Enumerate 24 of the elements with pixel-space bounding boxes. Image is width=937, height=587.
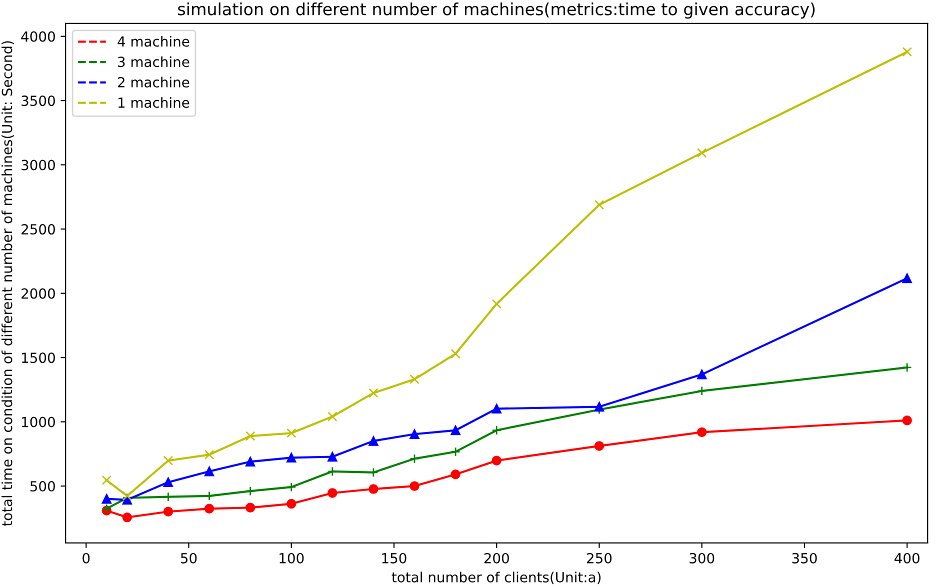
y-tick-label: 3000 — [22, 160, 55, 170]
y-tick-label: 2500 — [22, 224, 55, 235]
x-axis-title: total number of clients(Unit:a) — [392, 572, 601, 584]
legend-label: 2 machine — [118, 76, 190, 88]
y-tick-label: 4000 — [21, 31, 55, 42]
y-tick-label: 1500 — [22, 352, 55, 364]
y-tick-label: 1000 — [22, 416, 55, 428]
x-tick-label: 0 — [82, 552, 90, 564]
y-tick-label: 2000 — [22, 288, 55, 299]
x-tick-label: 200 — [484, 552, 509, 564]
x-tick-label: 350 — [792, 552, 817, 564]
x-tick-label: 50 — [180, 552, 197, 564]
x-tick-label: 150 — [382, 552, 406, 564]
x-tick-label: 400 — [894, 552, 920, 564]
chart-title: simulation on different number of machines(metrics:time to given accuracy) — [178, 2, 815, 19]
legend-label: 4 machine — [118, 36, 190, 47]
legend-label: 1 machine — [118, 97, 190, 108]
x-tick-label: 250 — [586, 552, 612, 564]
x-tick-label: 100 — [280, 552, 304, 564]
y-tick-label: 500 — [30, 481, 55, 492]
legend-label: 3 machine — [118, 56, 190, 68]
y-axis-title: total time on condition of different number of machines(Unit: Second) — [2, 41, 14, 526]
y-tick-label: 3500 — [22, 96, 55, 106]
x-tick-label: 300 — [690, 552, 714, 564]
